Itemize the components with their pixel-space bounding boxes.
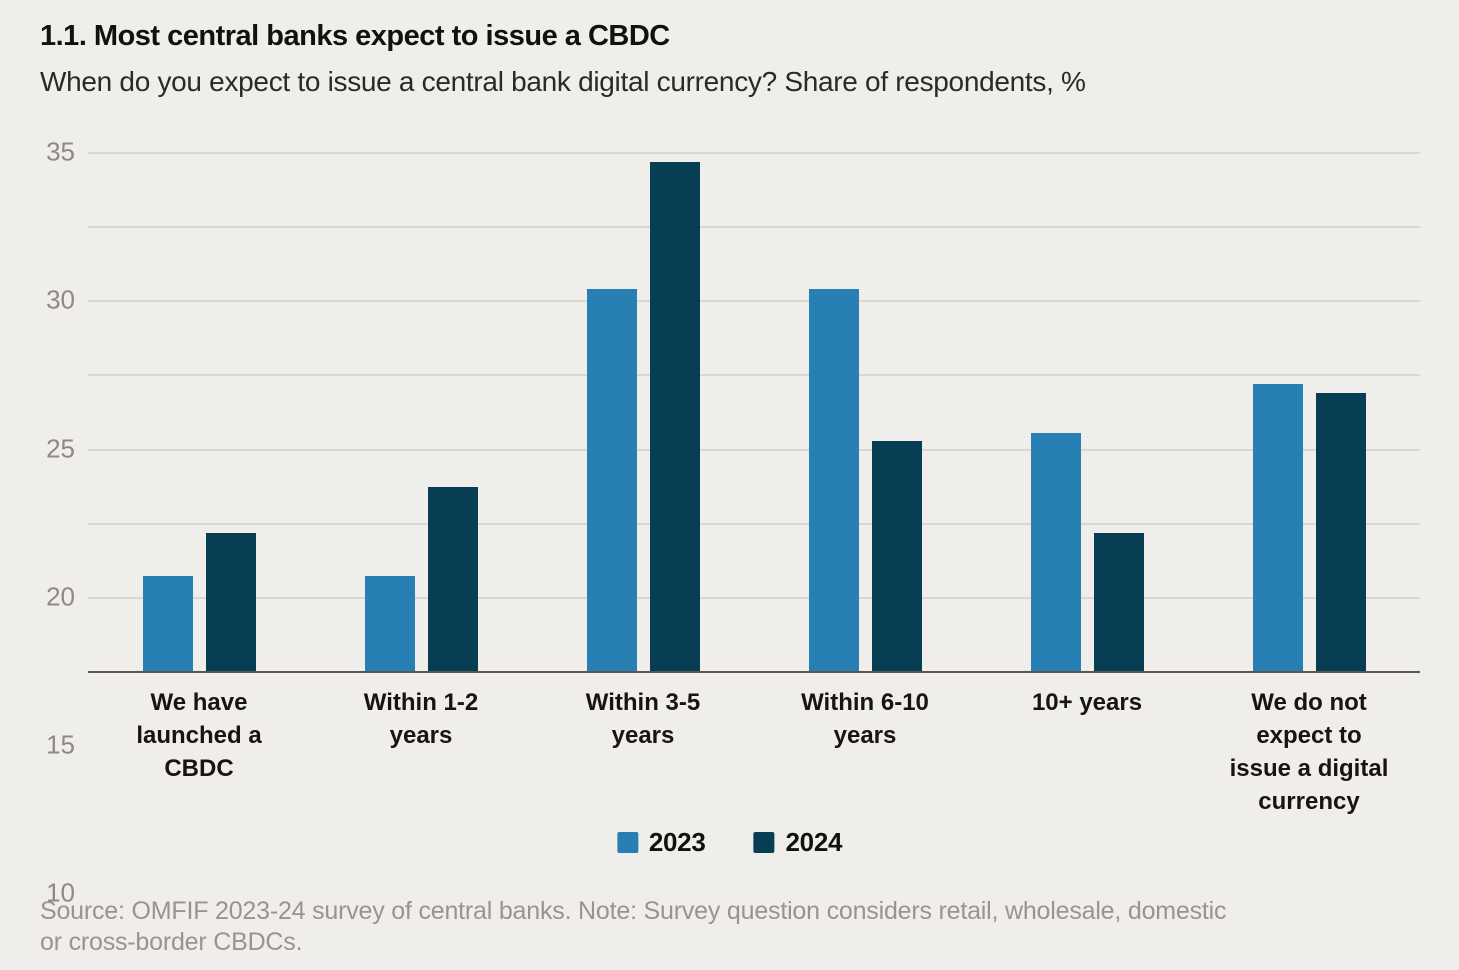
legend-label: 2024 (785, 827, 843, 857)
legend: 2023 2024 (616, 827, 843, 858)
gridline-20: 20 (46, 374, 1420, 611)
x-tick-label: 10+ years (1031, 689, 1143, 716)
bar-group (754, 153, 976, 672)
gridline-5: 5 (88, 596, 1420, 599)
bar-2024 (427, 486, 478, 672)
bar-2024 (871, 440, 922, 672)
legend-swatch-icon (753, 832, 775, 853)
bar-2024 (1093, 532, 1144, 672)
y-tick-label-20: 20 (46, 581, 75, 612)
chart-subtitle: When do you expect to issue a central ba… (40, 66, 1086, 97)
bar-2023 (142, 575, 193, 672)
legend-label: 2023 (648, 827, 706, 857)
legend-item-2024: 2024 (753, 827, 843, 858)
bar-2023 (1252, 384, 1303, 672)
gridline-15: 15 (46, 448, 1420, 760)
legend-swatch-icon (616, 832, 638, 853)
bar-group (532, 153, 754, 672)
plot-area: 0 5 10 15 20 25 30 35 (46, 137, 1420, 908)
bar-2024 (205, 532, 256, 672)
bar-2023 (364, 575, 415, 672)
x-tick-label: Within 1-2 years (363, 689, 479, 749)
gridline-25: 25 (46, 300, 1420, 463)
gridline-10: 10 (46, 522, 1420, 908)
bar-group (310, 153, 532, 672)
y-tick-label-15: 15 (46, 729, 75, 760)
y-tick-label-35: 35 (46, 136, 75, 167)
x-axis-labels: We have launched a CBDC Within 1-2 years W… (88, 686, 1420, 818)
bar-2024 (649, 161, 700, 672)
y-tick-label-30: 30 (46, 284, 75, 315)
x-tick-label: Within 3-5 years (585, 689, 701, 749)
gridline-35: 35 (46, 137, 1420, 167)
x-tick-label: We do not expect to issue a digital curr… (1229, 689, 1389, 815)
bar-2023 (586, 289, 637, 672)
source-note: Source: OMFIF 2023-24 survey of central … (40, 897, 1227, 956)
bar-layer (88, 153, 1420, 672)
bar-2023 (1030, 433, 1081, 672)
gridline-30: 30 (46, 226, 1420, 315)
bar-group (1198, 153, 1420, 672)
x-tick-label: We have launched a CBDC (136, 689, 262, 782)
legend-item-2023: 2023 (616, 827, 706, 858)
x-axis-line: 0 (88, 671, 1420, 673)
bar-2023 (808, 289, 859, 672)
y-tick-label-25: 25 (46, 433, 75, 464)
y-tick-label-10: 10 (46, 877, 75, 908)
chart-title: 1.1. Most central banks expect to issue … (40, 20, 670, 52)
bar-group (976, 153, 1198, 672)
bar-2024 (1315, 393, 1366, 672)
bar-group (88, 153, 310, 672)
x-tick-label: Within 6-10 years (801, 689, 929, 749)
